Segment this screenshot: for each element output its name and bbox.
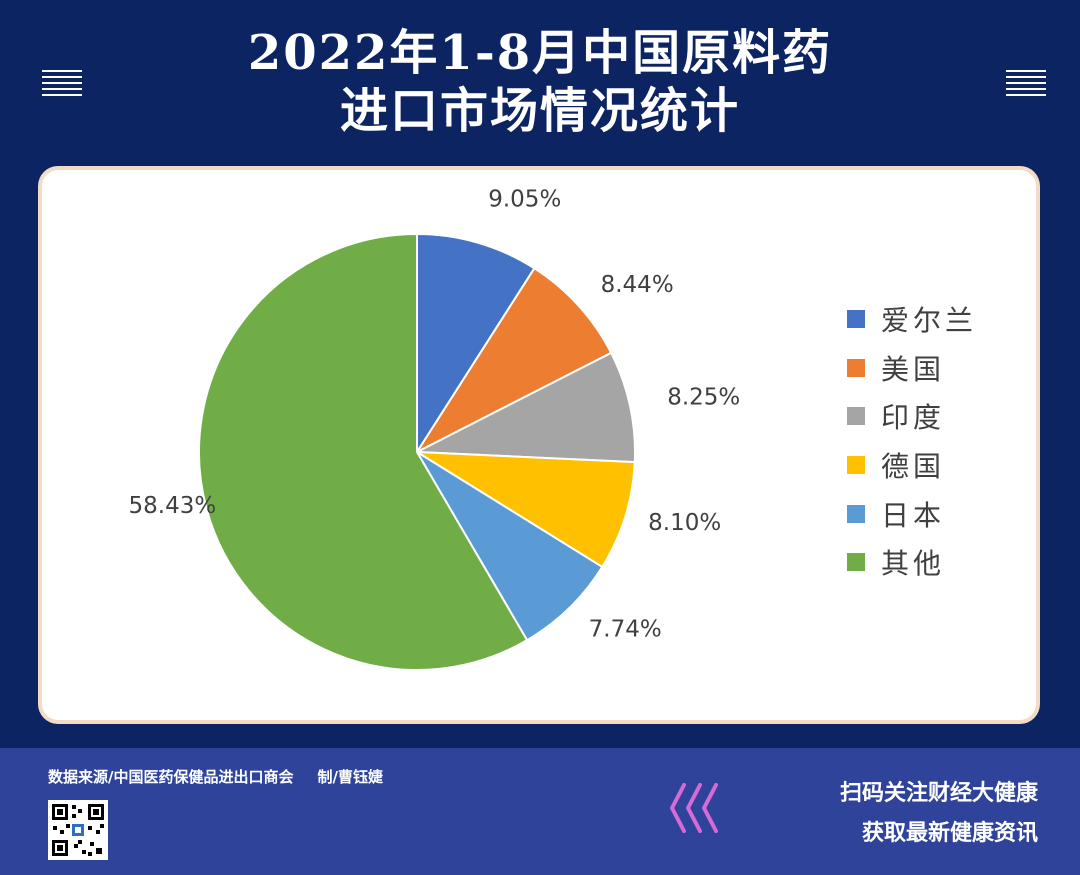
data-label-1: 9.05% <box>488 187 561 213</box>
legend-label: 其他 <box>881 547 946 581</box>
title-line-1: 2022年1-8月中国原料药 <box>247 25 833 81</box>
chevron-left-icon <box>668 782 724 838</box>
menu-icon[interactable] <box>1006 70 1046 98</box>
footer: 数据来源/中国医药保健品进出口商会 制/曹钰婕 扫码关注财经大健康 获取最新健康资… <box>0 748 1080 875</box>
legend-swatch <box>847 358 865 377</box>
legend-label: 美国 <box>881 352 946 386</box>
legend-label: 德国 <box>881 450 946 484</box>
data-source: 数据来源/中国医药保健品进出口商会 制/曹钰婕 <box>48 766 383 787</box>
data-label-5: 7.74% <box>589 617 662 643</box>
page-title: 2022年1-8月中国原料药 进口市场情况统计 <box>140 24 940 140</box>
cta-line-1: 扫码关注财经大健康 <box>839 781 1038 806</box>
legend-item-4: 德国 <box>847 441 977 490</box>
pie-chart: 9.05% 8.44% 8.25% 8.10% 7.74% 58.43% <box>129 187 740 671</box>
legend-item-6: 其他 <box>847 538 977 587</box>
chart-legend: 爱尔兰美国印度德国日本其他 <box>847 295 977 587</box>
pie-slice-5 <box>416 451 604 642</box>
pie-slice-4 <box>413 450 636 569</box>
header: 2022年1-8月中国原料药 进口市场情况统计 <box>0 0 1080 160</box>
legend-swatch <box>847 407 865 426</box>
data-label-2: 8.44% <box>601 272 674 298</box>
chart-card: 9.05% 8.44% 8.25% 8.10% 7.74% 58.43% 爱尔兰美国印度德… <box>42 170 1036 720</box>
source-text: 数据来源/中国医药保健品进出口商会 <box>48 768 294 786</box>
legend-label: 爱尔兰 <box>881 304 978 338</box>
call-to-action: 扫码关注财经大健康 获取最新健康资讯 <box>840 774 1038 854</box>
legend-swatch <box>847 504 865 523</box>
legend-label: 印度 <box>881 401 946 435</box>
legend-label: 日本 <box>881 498 946 532</box>
legend-item-2: 美国 <box>847 344 977 393</box>
legend-item-1: 爱尔兰 <box>847 295 977 344</box>
pie-slice-6 <box>198 232 529 671</box>
data-label-4: 8.10% <box>648 510 721 536</box>
data-label-6: 58.43% <box>129 493 217 519</box>
cta-line-2: 获取最新健康资讯 <box>861 821 1038 846</box>
legend-item-5: 日本 <box>847 489 977 538</box>
legend-item-3: 印度 <box>847 392 977 441</box>
legend-swatch <box>847 553 865 572</box>
pie-slice-3 <box>413 351 636 464</box>
menu-icon[interactable] <box>42 70 82 98</box>
data-label-3: 8.25% <box>667 384 740 410</box>
legend-swatch <box>847 310 865 329</box>
credit-text: 制/曹钰婕 <box>317 768 383 786</box>
legend-swatch <box>847 456 865 475</box>
pie-slice-2 <box>414 266 613 455</box>
title-line-2: 进口市场情况统计 <box>339 83 740 139</box>
qr-code-icon[interactable] <box>48 800 108 860</box>
pie-slice-1 <box>416 232 536 456</box>
